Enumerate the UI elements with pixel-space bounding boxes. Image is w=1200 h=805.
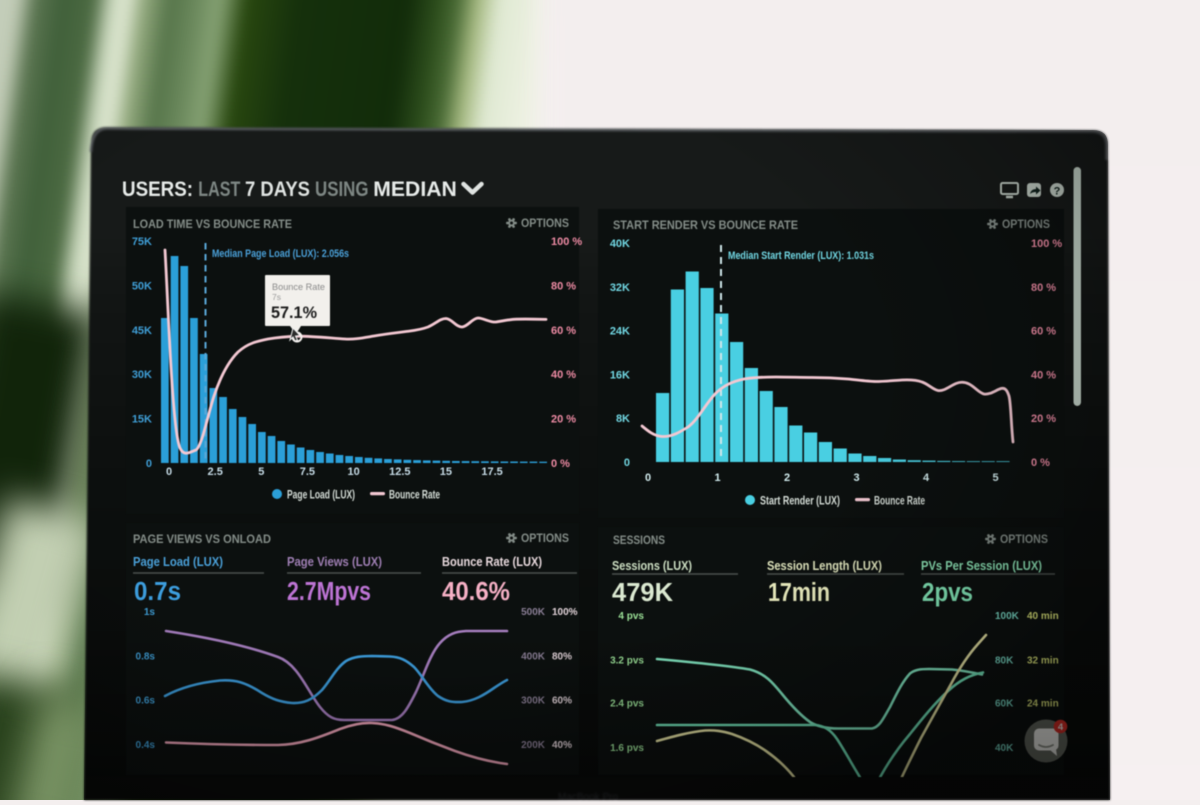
svg-text:400K: 400K [521,651,546,662]
svg-text:80%: 80% [552,651,572,662]
svg-text:60 %: 60 % [551,325,576,337]
svg-text:Page Views (LUX): Page Views (LUX) [287,555,382,569]
svg-text:3.2 pvs: 3.2 pvs [610,655,644,666]
svg-text:5: 5 [258,466,264,478]
svg-text:17.5: 17.5 [481,466,502,478]
svg-text:Page Load (LUX): Page Load (LUX) [287,490,355,502]
svg-text:Bounce Rate: Bounce Rate [389,490,440,502]
svg-text:100%: 100% [552,607,578,618]
svg-text:200K: 200K [521,740,546,751]
svg-text:5: 5 [992,472,998,484]
svg-text:40%: 40% [552,740,572,751]
svg-text:60 %: 60 % [1031,326,1056,338]
svg-text:0: 0 [624,457,630,469]
svg-text:2pvs: 2pvs [922,579,973,607]
svg-text:MEDIAN: MEDIAN [373,177,457,201]
svg-text:4: 4 [923,472,930,484]
svg-text:4 pvs: 4 pvs [618,611,644,622]
svg-text:12.5: 12.5 [389,466,410,478]
svg-text:OPTIONS: OPTIONS [521,218,569,230]
svg-text:30K: 30K [132,369,152,381]
svg-text:45K: 45K [132,325,152,337]
svg-text:OPTIONS: OPTIONS [1002,219,1050,231]
svg-text:0.4s: 0.4s [136,740,156,751]
svg-text:LAST: LAST [198,177,240,201]
svg-text:500K: 500K [521,607,546,618]
svg-text:100 %: 100 % [1031,238,1062,250]
svg-text:60%: 60% [552,696,572,707]
svg-text:0.8s: 0.8s [136,651,156,662]
svg-text:20 %: 20 % [551,414,576,426]
svg-text:16K: 16K [610,369,630,381]
svg-text:32K: 32K [610,282,630,294]
svg-text:0 %: 0 % [1031,457,1050,469]
svg-text:80 %: 80 % [1031,282,1056,294]
svg-text:40K: 40K [995,743,1014,754]
svg-text:OPTIONS: OPTIONS [521,533,569,545]
svg-text:Bounce Rate (LUX): Bounce Rate (LUX) [442,555,542,569]
svg-text:60K: 60K [995,699,1014,710]
svg-text:1: 1 [714,472,720,484]
svg-text:4: 4 [1058,722,1064,733]
svg-text:Sessions (LUX): Sessions (LUX) [612,559,692,573]
svg-text:7.5: 7.5 [300,466,315,478]
svg-text:300K: 300K [521,696,546,707]
svg-text:LOAD TIME VS BOUNCE RATE: LOAD TIME VS BOUNCE RATE [133,219,292,231]
svg-text:START RENDER VS BOUNCE RATE: START RENDER VS BOUNCE RATE [613,220,798,232]
svg-text:0: 0 [645,472,651,484]
svg-text:15: 15 [440,466,452,478]
svg-text:3: 3 [853,472,859,484]
svg-text:24K: 24K [610,326,630,338]
svg-text:40 %: 40 % [551,369,576,381]
svg-text:Session Length (LUX): Session Length (LUX) [767,559,882,573]
svg-text:PVs Per Session (LUX): PVs Per Session (LUX) [921,559,1042,573]
svg-text:2.5: 2.5 [208,466,223,478]
svg-text:0.6s: 0.6s [136,696,156,707]
svg-text:Start Render (LUX): Start Render (LUX) [760,496,840,508]
svg-text:40 min: 40 min [1027,611,1059,622]
svg-text:0: 0 [166,466,172,478]
svg-text:Page Load (LUX): Page Load (LUX) [133,555,223,569]
svg-text:7s: 7s [272,292,281,302]
svg-text:10: 10 [347,466,359,478]
svg-text:80K: 80K [995,655,1014,666]
svg-text:80 %: 80 % [551,280,576,292]
svg-text:Bounce Rate: Bounce Rate [272,282,325,293]
svg-text:17min: 17min [768,579,830,607]
svg-text:USERS:: USERS: [122,177,193,201]
svg-text:2: 2 [784,472,790,484]
svg-text:50K: 50K [132,280,152,292]
svg-text:PAGE VIEWS VS ONLOAD: PAGE VIEWS VS ONLOAD [133,534,271,546]
svg-text:40K: 40K [610,238,630,250]
svg-text:?: ? [1054,186,1061,198]
svg-text:32 min: 32 min [1027,655,1059,666]
svg-text:24 min: 24 min [1027,699,1059,710]
svg-text:OPTIONS: OPTIONS [1000,534,1048,546]
svg-text:75K: 75K [132,236,152,248]
svg-text:8K: 8K [616,413,630,425]
svg-text:479K: 479K [612,579,674,607]
svg-text:2.7Mpvs: 2.7Mpvs [287,578,371,606]
svg-text:2.4 pvs: 2.4 pvs [610,699,644,710]
svg-text:Median Start Render (LUX): 1.0: Median Start Render (LUX): 1.031s [728,250,874,262]
svg-text:MacBook Pro: MacBook Pro [558,792,618,800]
svg-text:40.6%: 40.6% [442,578,510,606]
svg-text:0 %: 0 % [551,458,570,470]
svg-text:40 %: 40 % [1031,369,1056,381]
svg-text:SESSIONS: SESSIONS [613,535,665,547]
svg-text:Median Page Load (LUX): 2.056s: Median Page Load (LUX): 2.056s [212,248,349,260]
svg-text:1.6 pvs: 1.6 pvs [610,743,644,754]
svg-text:USING: USING [315,177,369,201]
svg-text:15K: 15K [132,414,152,426]
svg-text:100K: 100K [995,611,1020,622]
svg-text:20 %: 20 % [1031,413,1056,425]
svg-text:1s: 1s [144,607,156,618]
svg-text:0: 0 [146,458,152,470]
svg-text:Bounce Rate: Bounce Rate [874,496,925,508]
svg-text:0.7s: 0.7s [134,578,181,606]
svg-text:57.1%: 57.1% [271,304,317,322]
svg-text:100 %: 100 % [551,236,582,248]
svg-text:7 DAYS: 7 DAYS [245,177,310,201]
